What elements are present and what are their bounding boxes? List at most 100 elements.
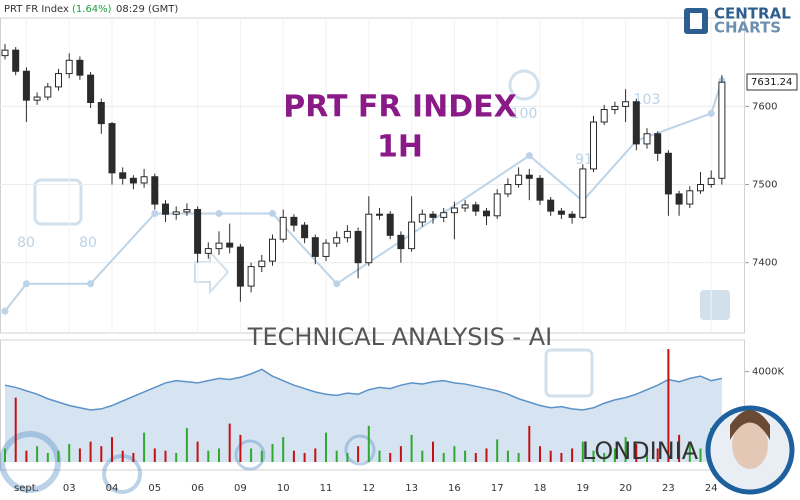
avatar-hair (730, 410, 770, 440)
x-tick-label: 18 (534, 483, 547, 494)
candle-body (258, 260, 266, 268)
candle-body (204, 248, 212, 254)
candle-body (22, 70, 30, 101)
volume-bar (506, 450, 509, 462)
volume-bar (667, 349, 670, 462)
candle-body (129, 177, 137, 184)
forecast-label: 103 (634, 92, 661, 108)
candle-body (183, 209, 191, 213)
candle-body (536, 177, 544, 201)
volume-bar (378, 450, 381, 462)
volume-bar (399, 446, 402, 462)
forecast-label: 80 (79, 235, 97, 251)
volume-bar (453, 446, 456, 462)
volume-bar (207, 450, 210, 462)
candle-body (611, 105, 619, 111)
avatar-face (732, 421, 768, 469)
candle-body (290, 216, 298, 226)
forecast-label: 80 (17, 235, 35, 251)
forecast-point (707, 109, 715, 117)
volume-bar (656, 448, 659, 462)
x-tick-label: 17 (491, 483, 504, 494)
volume-bar (442, 452, 445, 462)
volume-bar (121, 450, 124, 462)
candle-body (579, 168, 587, 218)
volume-bar (314, 448, 317, 462)
volume-bar (335, 450, 338, 462)
candle-body (333, 237, 341, 244)
logo-line1: CENTRAL (714, 5, 791, 23)
volume-bar (496, 439, 499, 462)
last-price-box (746, 73, 798, 91)
candle-body (301, 224, 309, 239)
volume-bar (218, 448, 220, 462)
volume-bar (153, 448, 156, 462)
volume-bar (271, 443, 274, 462)
volume-bar (36, 446, 39, 462)
plot: 7400 7500 7600 4000K sept. 03 04 05 06 09 10 11 12 13… (0, 18, 798, 494)
volume-bar (357, 446, 360, 462)
timeframe: 1H (377, 130, 423, 165)
candle-body (365, 213, 373, 264)
volume-bar (78, 448, 81, 462)
candle-body (354, 230, 362, 264)
candle-body (76, 59, 84, 76)
candle-body (697, 184, 704, 192)
volume-bar (367, 425, 370, 462)
candle-body (600, 109, 608, 123)
volume-bar (282, 437, 285, 462)
candle-body (622, 101, 630, 107)
candle-body (654, 133, 662, 154)
brand: LONDINIA (582, 437, 699, 465)
volume-bar (592, 450, 595, 462)
x-tick-label: 13 (405, 483, 418, 494)
candle-body (65, 59, 73, 75)
volume-bar (46, 452, 49, 462)
x-tick-label: 06 (191, 483, 204, 494)
volume-bar (68, 443, 71, 462)
volume-bar (624, 437, 627, 462)
volume-bar (228, 423, 231, 462)
volume-bar (292, 450, 295, 462)
volume-bar (143, 432, 146, 462)
change: (1.64%) (72, 4, 112, 15)
candle-body (108, 123, 116, 174)
forecast-label: 91 (575, 152, 593, 168)
doc-icon (544, 348, 594, 398)
x-tick-label: 23 (662, 483, 675, 494)
volume-bar (14, 397, 17, 462)
volume-trend-line (4, 368, 723, 411)
candle-body (140, 176, 148, 184)
volume-bar (57, 450, 60, 462)
volume-bar (346, 452, 349, 462)
candle-body (87, 74, 95, 104)
candle-body (418, 213, 426, 223)
volume-bar (571, 448, 574, 462)
chart-title: PRT FR INDEX (283, 90, 516, 125)
candle-body (33, 96, 41, 101)
volume-bar (678, 434, 681, 462)
candle-body (119, 172, 127, 179)
volume-bar (196, 441, 199, 462)
candle-body (461, 204, 469, 209)
candle-body (707, 177, 715, 186)
volume-bar (100, 446, 103, 462)
candle-body (675, 193, 683, 205)
candle-body (429, 213, 437, 218)
candle-body (493, 193, 501, 217)
volume-bar (132, 452, 135, 462)
candle-body (236, 246, 244, 287)
watermark-text: TECHNICAL ANALYSIS - AI (247, 323, 552, 351)
volume-bar (613, 448, 616, 462)
instrument: PRT FR Index (4, 4, 69, 15)
y-tick-label: 7600 (752, 101, 777, 112)
volume-bar (646, 450, 648, 462)
candle-body (44, 86, 52, 98)
candle-body (279, 216, 287, 240)
volume-trend-area (5, 369, 722, 462)
volume-bar (325, 432, 327, 462)
candle-body (504, 184, 512, 195)
volume-bar (517, 452, 520, 462)
